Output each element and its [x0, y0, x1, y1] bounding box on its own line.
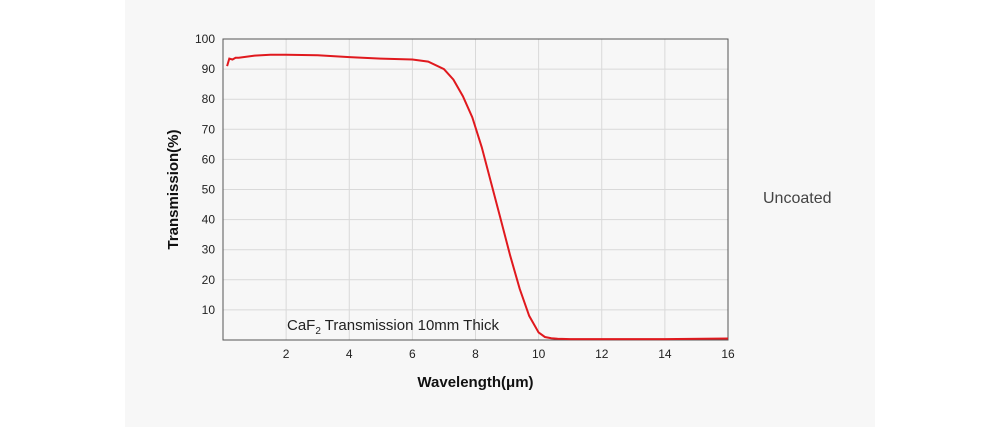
y-tick-label: 50: [202, 183, 216, 197]
x-tick-label: 2: [283, 347, 290, 361]
y-tick-label: 60: [202, 152, 216, 166]
y-tick-label: 10: [202, 303, 216, 317]
x-axis-label: Wavelength(μm): [417, 374, 533, 391]
x-tick-label: 14: [658, 347, 672, 361]
y-tick-label: 40: [202, 213, 216, 227]
x-tick-label: 16: [721, 347, 735, 361]
y-tick-label: 80: [202, 92, 216, 106]
y-axis-label: Transmission(%): [165, 129, 182, 249]
grid: [223, 39, 728, 340]
annotation-prefix: CaF: [287, 317, 315, 334]
y-tick-label: 20: [202, 273, 216, 287]
x-tick-label: 10: [532, 347, 546, 361]
y-tick-label: 70: [202, 122, 216, 136]
x-tick-label: 12: [595, 347, 609, 361]
y-tick-label: 30: [202, 243, 216, 257]
y-tick-label: 100: [195, 32, 215, 46]
plot-frame: [222, 38, 729, 341]
x-tick-label: 4: [346, 347, 353, 361]
x-tick-label: 8: [472, 347, 479, 361]
annotation-subscript: 2: [315, 326, 321, 337]
tick-labels: 2 4 6 8 10 12 14 16 10 20 30 40 50 60 70 80 90 100: [195, 32, 735, 361]
x-tick-label: 6: [409, 347, 416, 361]
chart-annotation: CaF2 Transmission 10mm Thick: [287, 317, 500, 337]
annotation-suffix: Transmission 10mm Thick: [321, 317, 500, 334]
transmission-curve: [226, 53, 729, 341]
coating-label: Uncoated: [763, 190, 832, 207]
y-tick-label: 90: [202, 62, 216, 76]
